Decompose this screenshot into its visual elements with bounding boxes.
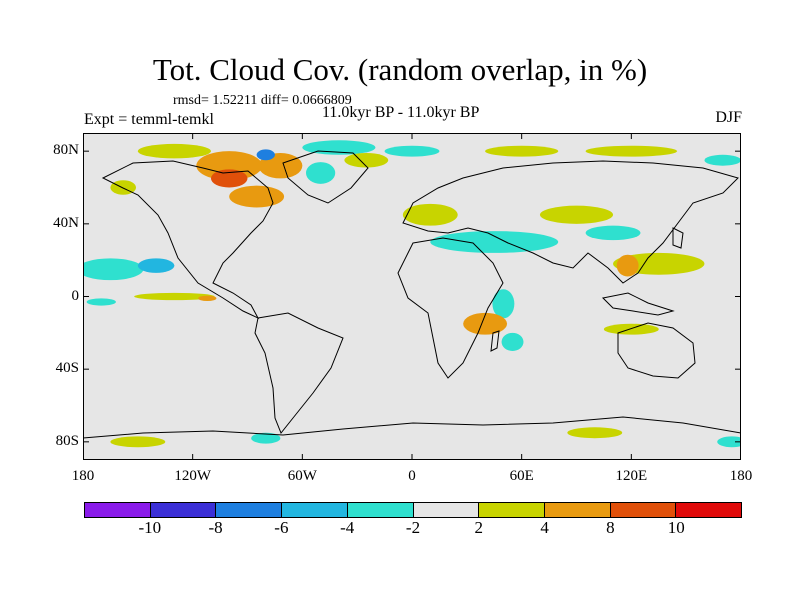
coast-eurasia xyxy=(402,160,739,284)
anomaly-region xyxy=(251,432,281,444)
y-tick-label: 40N xyxy=(53,214,79,231)
plot-title: Tot. Cloud Cov. (random overlap, in %) xyxy=(152,52,648,87)
colorbar-tick-label: -2 xyxy=(405,518,421,537)
anomaly-region xyxy=(134,292,215,301)
anomaly-region xyxy=(210,169,248,188)
colorbar-bin xyxy=(282,503,348,517)
coast-maritime-continent xyxy=(601,292,675,316)
x-tick-label: 180 xyxy=(729,468,753,484)
y-tick-label: 40S xyxy=(55,360,79,377)
y-tick-label: 0 xyxy=(71,287,80,304)
coastlines xyxy=(83,150,741,439)
anomaly-layer xyxy=(83,140,741,448)
coast-south-america xyxy=(254,312,344,434)
x-tick-label: 0 xyxy=(408,468,416,484)
anomaly-region xyxy=(229,185,285,208)
map-plot xyxy=(83,133,741,460)
x-tick-label: 60E xyxy=(509,468,534,484)
coast-north-america xyxy=(101,160,274,320)
colorbar-bin xyxy=(544,503,611,517)
anomaly-region xyxy=(585,145,678,157)
anomaly-region xyxy=(137,143,211,159)
colorbar-bin xyxy=(216,503,283,517)
coast-greenland xyxy=(282,150,369,204)
colorbar-tick-label: 2 xyxy=(474,518,484,537)
coast-antarctica xyxy=(83,416,741,439)
anomaly-region xyxy=(704,154,741,166)
anomaly-region xyxy=(501,332,524,351)
colorbar-bin xyxy=(676,503,742,517)
colorbar-bin xyxy=(479,503,545,517)
anomaly-region xyxy=(384,145,440,157)
anomaly-region xyxy=(463,312,508,335)
x-tick-label: 60W xyxy=(287,468,317,484)
anomaly-region xyxy=(402,203,458,226)
colorbar-tick-label: 4 xyxy=(540,518,549,537)
colorbar-tick-label: 10 xyxy=(667,518,685,537)
anomaly-region xyxy=(430,231,559,253)
anomaly-region xyxy=(492,289,515,319)
y-tick-label: 80N xyxy=(53,142,79,159)
x-tick-label: 180 xyxy=(71,468,95,484)
map-ticks xyxy=(83,133,741,460)
anomaly-region xyxy=(86,298,116,306)
anomaly-region xyxy=(305,162,336,184)
x-tick-label: 120E xyxy=(615,468,648,484)
colorbar-bin xyxy=(610,503,677,517)
colorbar-bin xyxy=(85,503,151,517)
anomaly-region xyxy=(83,258,144,281)
coast-africa xyxy=(397,237,504,379)
colorbar-bin xyxy=(413,503,480,517)
anomaly-region xyxy=(196,151,263,181)
coast-madagascar xyxy=(490,330,500,352)
y-tick-label: 80S xyxy=(55,432,79,449)
x-tick-label: 120W xyxy=(174,468,211,484)
stats-label: rmsd= 1.52211 diff= 0.0666809 xyxy=(173,93,352,108)
season-label: DJF xyxy=(715,109,742,126)
anomaly-region xyxy=(603,323,659,335)
anomaly-region xyxy=(717,436,741,448)
period-label: 11.0kyr BP - 11.0kyr BP xyxy=(322,104,480,121)
colorbar-tick-label: -10 xyxy=(138,518,162,537)
colorbar-tick-label: -8 xyxy=(208,518,223,537)
anomaly-region xyxy=(137,258,175,273)
anomaly-region xyxy=(585,225,641,241)
colorbar-bin xyxy=(150,503,217,517)
anomaly-region xyxy=(567,427,623,439)
anomaly-region xyxy=(198,295,217,302)
anomaly-region xyxy=(256,149,275,161)
colorbar-tick-label: -6 xyxy=(274,518,289,537)
anomaly-region xyxy=(344,152,389,168)
colorbar xyxy=(84,502,742,518)
coast-australia xyxy=(617,322,696,379)
colorbar-tick-label: -4 xyxy=(340,518,355,537)
experiment-label: Expt = temml-temkl xyxy=(84,111,214,128)
anomaly-region xyxy=(539,205,614,224)
coast-japan xyxy=(672,227,684,249)
anomaly-region xyxy=(485,145,559,157)
anomaly-region xyxy=(616,254,639,277)
colorbar-bin xyxy=(347,503,414,517)
colorbar-tick-label: 8 xyxy=(606,518,615,537)
anomaly-region xyxy=(110,436,166,448)
